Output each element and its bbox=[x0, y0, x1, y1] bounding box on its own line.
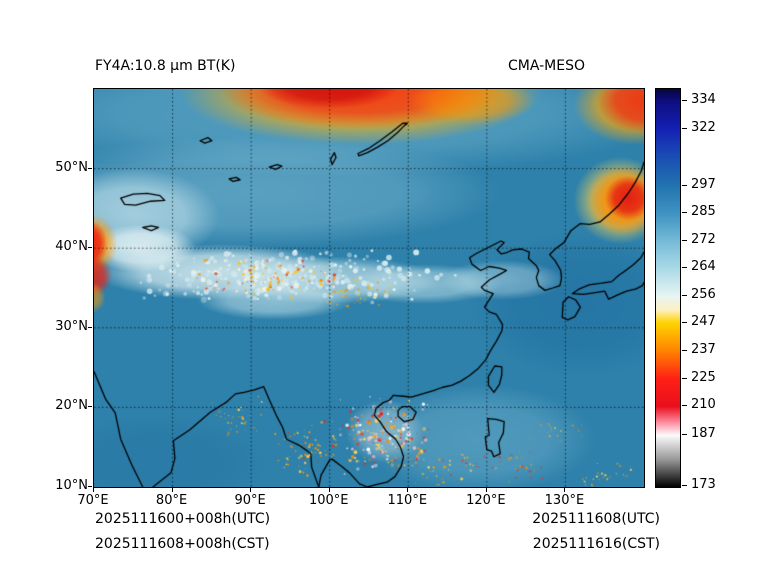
colorbar-tick-mark bbox=[682, 99, 687, 101]
x-axis-tick-mark bbox=[407, 488, 409, 492]
y-axis-tick-label: 30°N bbox=[55, 318, 88, 334]
colorbar-tick-mark bbox=[682, 349, 687, 351]
y-axis-tick-mark bbox=[88, 486, 92, 487]
colorbar bbox=[655, 88, 681, 488]
colorbar-tick-mark bbox=[682, 184, 687, 186]
y-axis-tick-label: 20°N bbox=[55, 398, 88, 414]
y-axis-tick-label: 50°N bbox=[55, 159, 88, 175]
footer-valid-time-cst: 2025111616(CST) bbox=[532, 536, 660, 552]
x-axis-tick-mark bbox=[328, 488, 330, 492]
colorbar-tick-label: 256 bbox=[691, 286, 716, 302]
colorbar-tick-label: 173 bbox=[691, 477, 716, 492]
map-canvas bbox=[94, 89, 644, 487]
colorbar-tick-label: 210 bbox=[691, 397, 716, 413]
colorbar-tick-label: 237 bbox=[691, 341, 716, 357]
colorbar-tick-mark bbox=[682, 377, 687, 379]
x-axis-tick-label: 80°E bbox=[155, 493, 188, 508]
x-axis-tick-mark bbox=[485, 488, 487, 492]
colorbar-tick-label: 334 bbox=[691, 91, 716, 107]
colorbar-tick-label: 264 bbox=[691, 259, 716, 275]
y-axis-tick-mark bbox=[88, 247, 92, 249]
x-axis-tick-mark bbox=[250, 488, 252, 492]
footer-init-plus-lead-cst: 2025111608+008h(CST) bbox=[95, 536, 270, 552]
colorbar-tick-label: 187 bbox=[691, 426, 716, 442]
plot-title: FY4A:10.8 μm BT(K) bbox=[95, 58, 236, 74]
y-axis-tick-mark bbox=[88, 406, 92, 408]
colorbar-tick-mark bbox=[682, 485, 687, 486]
colorbar-tick-label: 225 bbox=[691, 369, 716, 385]
colorbar-tick-label: 285 bbox=[691, 204, 716, 220]
model-title: CMA-MESO bbox=[508, 58, 586, 74]
colorbar-tick-label: 247 bbox=[691, 313, 716, 329]
colorbar-tick-label: 322 bbox=[691, 119, 716, 135]
colorbar-tick-mark bbox=[682, 267, 687, 269]
colorbar-tick-mark bbox=[682, 405, 687, 407]
x-axis-tick-mark bbox=[93, 488, 94, 492]
x-axis-tick-label: 70°E bbox=[77, 493, 109, 508]
x-axis-tick-label: 130°E bbox=[544, 493, 585, 508]
x-axis-tick-label: 120°E bbox=[466, 493, 506, 508]
x-axis-tick-mark bbox=[171, 488, 173, 492]
x-axis-tick-label: 110°E bbox=[387, 493, 428, 508]
colorbar-tick-mark bbox=[682, 212, 687, 214]
colorbar-tick-label: 297 bbox=[691, 176, 716, 192]
map-plot-area bbox=[93, 88, 645, 488]
colorbar-tick-mark bbox=[682, 127, 687, 129]
y-axis-tick-mark bbox=[88, 326, 92, 328]
y-axis-tick-label: 10°N bbox=[55, 478, 88, 493]
colorbar-tick-mark bbox=[682, 434, 687, 436]
x-axis-tick-mark bbox=[564, 488, 566, 492]
y-axis-tick-mark bbox=[88, 167, 92, 169]
colorbar-tick-label: 272 bbox=[691, 232, 716, 248]
x-axis-tick-label: 90°E bbox=[234, 493, 266, 508]
colorbar-tick-mark bbox=[682, 294, 687, 296]
x-axis-tick-label: 100°E bbox=[308, 493, 349, 508]
footer-init-plus-lead-utc: 2025111600+008h(UTC) bbox=[95, 511, 271, 527]
colorbar-tick-mark bbox=[682, 240, 687, 242]
footer-valid-time-utc: 2025111608(UTC) bbox=[532, 511, 660, 527]
y-axis-tick-label: 40°N bbox=[55, 239, 88, 255]
colorbar-tick-mark bbox=[682, 321, 687, 323]
